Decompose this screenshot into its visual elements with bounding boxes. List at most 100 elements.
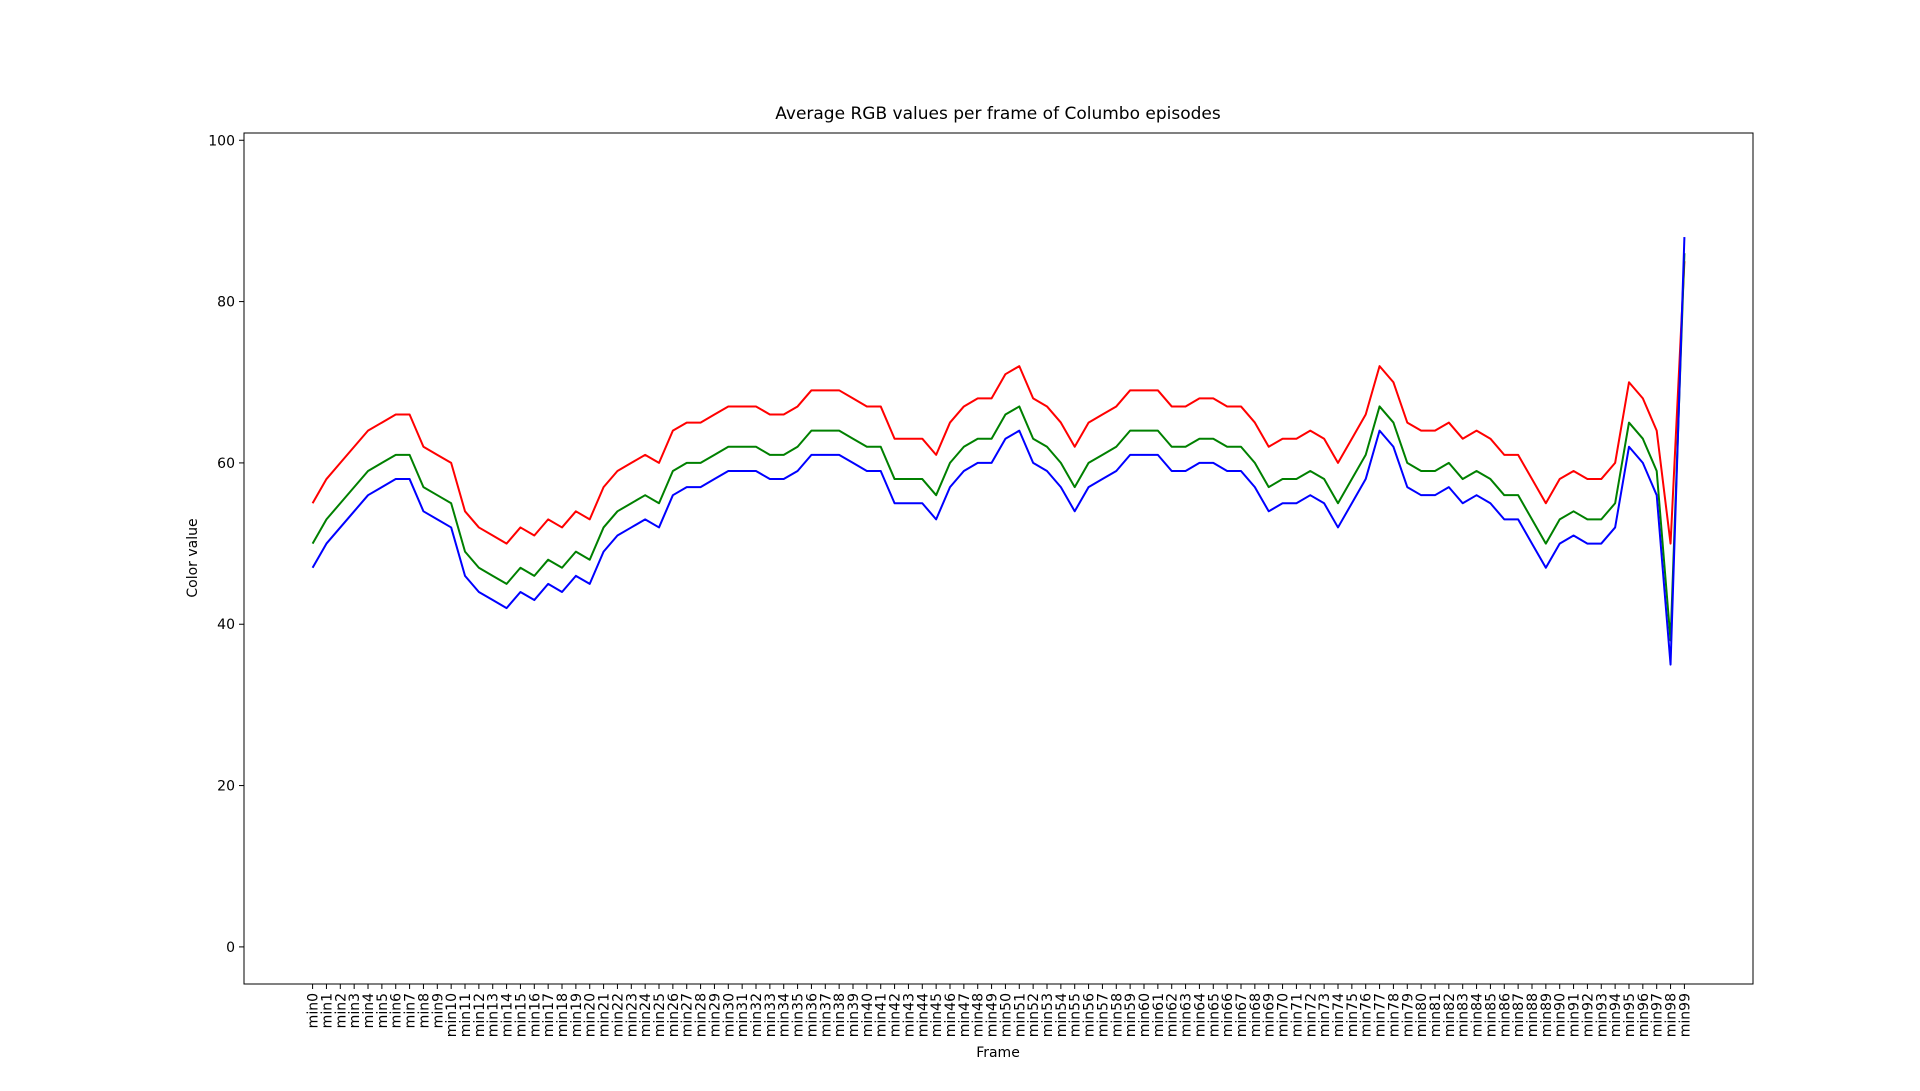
x-tick-label: min70 (1276, 993, 1292, 1037)
x-tick-label: min80 (1414, 993, 1430, 1037)
x-tick-label: min75 (1345, 993, 1361, 1037)
x-tick-label: min52 (1026, 993, 1042, 1037)
x-tick-label: min46 (943, 993, 959, 1037)
x-tick-label: min90 (1553, 993, 1569, 1037)
series-line (311, 237, 1686, 666)
x-tick-label: min19 (569, 993, 585, 1037)
series-line (311, 253, 1686, 642)
x-tick-label: min62 (1165, 993, 1181, 1037)
x-tick-label: min71 (1289, 993, 1305, 1037)
x-tick-label: min25 (652, 993, 668, 1037)
y-axis-label: Color value (185, 518, 201, 597)
x-tick-label: min67 (1234, 993, 1250, 1037)
x-tick-label: min28 (694, 993, 710, 1037)
x-tick-label: min74 (1331, 993, 1347, 1037)
y-tick-label: 80 (217, 295, 235, 311)
x-tick-label: min65 (1206, 993, 1222, 1037)
x-tick-label: min55 (1068, 993, 1084, 1037)
y-tick-label: 0 (226, 940, 235, 956)
x-tick-label: min12 (472, 993, 488, 1037)
x-tick-label: min76 (1359, 993, 1375, 1037)
y-tick-label: 100 (208, 133, 235, 149)
x-tick-label: min20 (583, 993, 599, 1037)
series-line (311, 261, 1686, 545)
x-tick-label: min61 (1151, 993, 1167, 1037)
x-tick-label: min50 (998, 993, 1014, 1037)
x-tick-label: min92 (1580, 993, 1596, 1037)
x-tick-label: min83 (1456, 993, 1472, 1037)
y-tick-label: 40 (217, 617, 235, 633)
x-tick-label: min78 (1386, 993, 1402, 1037)
x-tick-label: min43 (901, 993, 917, 1037)
x-tick-label: min36 (804, 993, 820, 1037)
x-tick-label: min89 (1539, 993, 1555, 1037)
x-tick-label: min68 (1248, 993, 1264, 1037)
x-tick-label: min21 (597, 993, 613, 1037)
x-tick-label: min17 (541, 993, 557, 1037)
x-tick-label: min37 (818, 993, 834, 1037)
x-tick-label: min93 (1594, 993, 1610, 1037)
x-tick-label: min32 (749, 993, 765, 1037)
x-tick-label: min96 (1636, 993, 1652, 1037)
x-tick-label: min44 (915, 993, 931, 1037)
x-tick-label: min31 (735, 993, 751, 1037)
x-tick-label: min95 (1622, 993, 1638, 1037)
x-tick-label: min58 (1109, 993, 1125, 1037)
x-tick-label: min16 (527, 993, 543, 1037)
x-tick-label: min26 (666, 993, 682, 1037)
y-tick-label: 60 (217, 456, 235, 472)
x-tick-label: min82 (1442, 993, 1458, 1037)
x-tick-label: min2 (333, 993, 349, 1028)
x-tick-label: min86 (1497, 993, 1513, 1037)
x-tick-label: min79 (1400, 993, 1416, 1037)
x-tick-label: min14 (500, 993, 516, 1037)
x-tick-label: min53 (1040, 993, 1056, 1037)
x-tick-label: min35 (791, 993, 807, 1037)
x-tick-label: min4 (361, 993, 377, 1028)
x-axis-label: Frame (976, 1045, 1020, 1061)
x-tick-label: min49 (985, 993, 1001, 1037)
x-tick-label: min77 (1373, 993, 1389, 1037)
x-tick-label: min9 (430, 993, 446, 1028)
x-tick-label: min24 (638, 993, 654, 1037)
x-tick-label: min66 (1220, 993, 1236, 1037)
x-tick-label: min7 (403, 993, 419, 1028)
x-tick-label: min45 (929, 993, 945, 1037)
x-tick-label: min29 (707, 993, 723, 1037)
x-tick-label: min5 (375, 993, 391, 1028)
x-tick-label: min84 (1470, 993, 1486, 1037)
x-tick-label: min3 (347, 993, 363, 1028)
x-tick-label: min85 (1483, 993, 1499, 1037)
x-tick-label: min73 (1317, 993, 1333, 1037)
x-tick-label: min22 (610, 993, 626, 1037)
x-tick-label: min1 (319, 993, 335, 1028)
y-tick-label: 20 (217, 779, 235, 795)
chart-title: Average RGB values per frame of Columbo … (775, 104, 1221, 124)
x-tick-label: min72 (1303, 993, 1319, 1037)
x-tick-label: min18 (555, 993, 571, 1037)
x-tick-label: min0 (306, 993, 322, 1028)
x-tick-label: min33 (763, 993, 779, 1037)
x-tick-label: min97 (1650, 993, 1666, 1037)
x-tick-label: min54 (1054, 993, 1070, 1037)
x-tick-label: min8 (416, 993, 432, 1028)
x-tick-label: min11 (458, 993, 474, 1037)
x-tick-label: min6 (389, 993, 405, 1028)
plot-frame (243, 132, 1754, 985)
x-tick-label: min34 (777, 993, 793, 1037)
x-tick-label: min87 (1511, 993, 1527, 1037)
x-tick-label: min56 (1082, 993, 1098, 1037)
x-tick-label: min51 (1012, 993, 1028, 1037)
x-tick-label: min98 (1664, 993, 1680, 1037)
x-tick-label: min10 (444, 993, 460, 1037)
x-tick-label: min40 (860, 993, 876, 1037)
x-tick-label: min60 (1137, 993, 1153, 1037)
x-tick-label: min39 (846, 993, 862, 1037)
x-tick-label: min59 (1123, 993, 1139, 1037)
x-tick-label: min81 (1428, 993, 1444, 1037)
x-tick-label: min63 (1179, 993, 1195, 1037)
x-tick-label: min27 (680, 993, 696, 1037)
x-tick-label: min69 (1262, 993, 1278, 1037)
x-tick-label: min38 (832, 993, 848, 1037)
